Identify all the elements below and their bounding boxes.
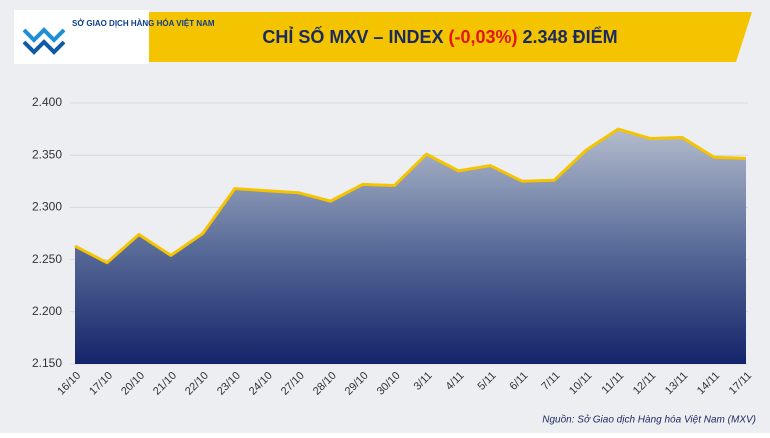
y-tick-label: 2.300 [32,200,62,214]
chart-title: CHỈ SỐ MXV – INDEX (-0,03%) 2.348 ĐIỂM [262,26,617,47]
source: Nguồn: Sở Giao dịch Hàng hóa Việt Nam (M… [542,414,756,426]
title-banner [124,12,752,62]
title-change: (-0,03%) [448,27,517,47]
y-tick-label: 2.150 [32,356,62,370]
title-main: CHỈ SỐ MXV – INDEX [262,26,443,47]
title-value: 2.348 ĐIỂM [523,26,618,47]
logo-text: SỞ GIAO DỊCH HÀNG HÓA VIỆT NAM [72,19,215,28]
area [75,129,746,364]
line [74,127,747,265]
y-tick-label: 2.200 [32,304,62,318]
y-tick-label: 2.350 [32,147,62,161]
y-tick-label: 2.250 [32,252,62,266]
logo-icon [22,27,66,55]
y-tick-label: 2.400 [32,95,62,109]
